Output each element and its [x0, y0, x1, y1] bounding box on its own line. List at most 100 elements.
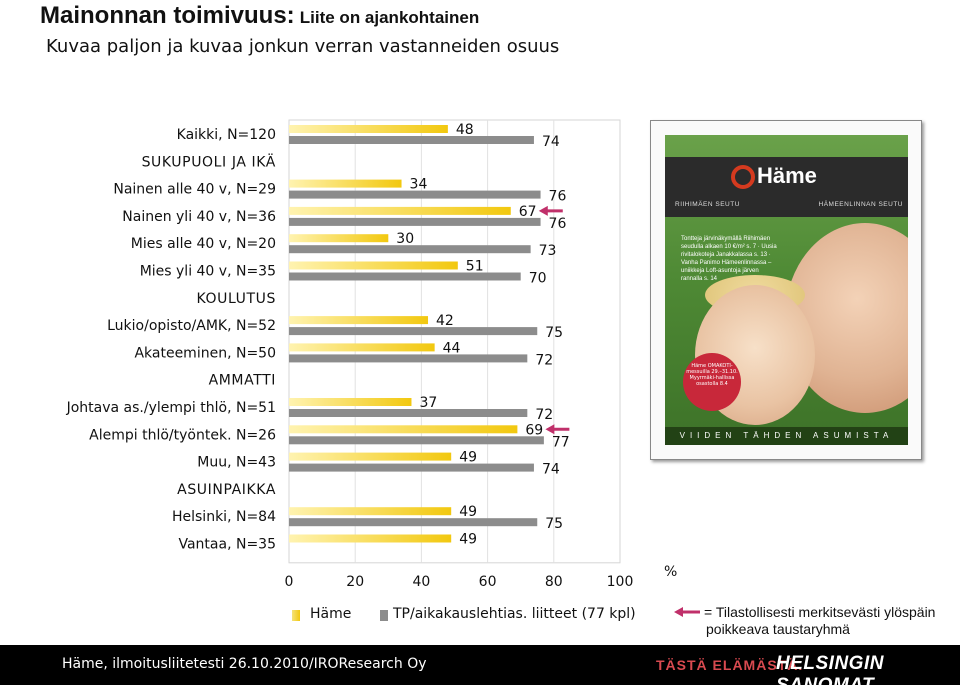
data-label-tp: 72 [535, 407, 553, 423]
category-header: KOULUTUS [196, 291, 276, 307]
legend-swatch-tp [380, 610, 388, 621]
x-tick-label: 40 [412, 574, 430, 590]
x-tick-label: 80 [545, 574, 563, 590]
data-label-hame: 37 [419, 395, 437, 411]
cover-logo: Häme [731, 163, 821, 193]
cover-region-left: RIIHIMÄEN SEUTU [675, 201, 740, 208]
data-label-hame: 48 [456, 122, 474, 138]
bar-tp [289, 463, 534, 472]
x-tick-label: 0 [285, 574, 294, 590]
data-label-hame: 34 [410, 177, 428, 193]
legend-label-tp: TP/aikakauslehtias. liitteet (77 kpl) [393, 606, 636, 622]
category-label: Vantaa, N=35 [178, 537, 276, 553]
data-label-tp: 75 [545, 516, 563, 532]
category-header: ASUINPAIKKA [177, 482, 276, 498]
bar-hame [289, 343, 435, 352]
data-label-tp: 76 [549, 189, 567, 205]
category-label: Muu, N=43 [197, 455, 276, 471]
bar-hame [289, 261, 458, 270]
x-unit-label: % [664, 564, 677, 580]
bar-hame [289, 534, 452, 543]
data-label-hame: 49 [459, 532, 477, 548]
bar-hame [289, 125, 448, 133]
data-label-hame: 44 [443, 340, 461, 356]
category-label: Johtava as./ylempi thlö, N=51 [66, 400, 276, 416]
category-label: Nainen yli 40 v, N=36 [122, 209, 276, 225]
bar-hame [289, 425, 518, 434]
bar-hame [289, 398, 412, 406]
data-label-hame: 30 [396, 231, 414, 247]
bar-hame [289, 507, 452, 516]
bar-hame [289, 206, 511, 215]
data-label-tp: 76 [549, 216, 567, 232]
cover-regions: RIIHIMÄEN SEUTU HÄMEENLINNAN SEUTU [675, 201, 903, 208]
significance-text-2: poikkeava taustaryhmä [706, 621, 850, 637]
cover-badge: Häme OMAKOTI-messuilla 29.–31.10. Myyrmä… [683, 353, 741, 411]
cover-logo-text: Häme [757, 163, 817, 188]
significance-arrow-head [545, 424, 555, 435]
significance-arrow-head [538, 205, 548, 216]
data-label-tp: 74 [542, 134, 560, 150]
bar-tp [289, 327, 538, 336]
data-label-hame: 49 [459, 450, 477, 466]
data-label-hame: 69 [525, 422, 543, 438]
data-label-tp: 70 [529, 271, 547, 287]
bar-hame [289, 316, 429, 325]
logo-ring-icon [731, 165, 755, 189]
bar-hame [289, 234, 389, 243]
bar-chart: 0 20 40 60 80 100% Kaikki, N=120 48 74 SUKUPUOLI … [66, 119, 677, 590]
data-label-tp: 77 [552, 434, 570, 450]
category-label: Alempi thlö/työntek. N=26 [89, 427, 276, 443]
x-tick-label: 60 [479, 574, 497, 590]
x-tick-label: 100 [607, 574, 634, 590]
significance-arrow-icon [674, 607, 700, 617]
cover-headlines: Tontteja järvinäkymällä Riihimäen seudul… [681, 236, 777, 282]
category-label: Akateeminen, N=50 [134, 345, 276, 361]
footer-tagline: TÄSTÄ ELÄMÄSTÄ. [656, 657, 804, 673]
bar-tp [289, 436, 544, 445]
category-label: Helsinki, N=84 [172, 509, 276, 525]
cover-image: Häme RIIHIMÄEN SEUTU HÄMEENLINNAN SEUTU … [665, 135, 908, 445]
bar-tp [289, 409, 528, 417]
bar-tp [289, 245, 531, 254]
legend-label-hame: Häme [310, 606, 352, 622]
bar-hame [289, 179, 402, 188]
bar-hame [289, 452, 452, 461]
footer-source: Häme, ilmoitusliitetesti 26.10.2010/IROR… [62, 656, 427, 672]
footer-bar: Häme, ilmoitusliitetesti 26.10.2010/IROR… [0, 645, 960, 685]
bar-tp [289, 272, 521, 281]
data-label-hame: 67 [519, 204, 537, 220]
page-subtitle: Kuvaa paljon ja kuvaa jonkun verran vast… [46, 36, 560, 57]
page-title: Mainonnan toimivuus: Liite on ajankohtai… [40, 2, 479, 30]
cover-bottom-strip: VIIDEN TÄHDEN ASUMISTA [665, 427, 908, 445]
title-main: Mainonnan toimivuus: [40, 2, 295, 29]
category-header: AMMATTI [209, 373, 276, 389]
bar-tp [289, 217, 541, 226]
category-label: Mies yli 40 v, N=35 [140, 264, 276, 280]
magazine-cover: Häme RIIHIMÄEN SEUTU HÄMEENLINNAN SEUTU … [650, 120, 922, 460]
category-label: Mies alle 40 v, N=20 [131, 236, 276, 252]
cover-header-band: Häme RIIHIMÄEN SEUTU HÄMEENLINNAN SEUTU [665, 157, 908, 217]
title-suffix: Liite on ajankohtainen [299, 8, 480, 27]
data-label-tp: 74 [542, 462, 560, 478]
legend-swatch-hame [292, 610, 300, 621]
data-label-tp: 72 [535, 352, 553, 368]
x-tick-label: 20 [346, 574, 364, 590]
cover-region-right: HÄMEENLINNAN SEUTU [818, 201, 903, 208]
data-label-hame: 42 [436, 313, 454, 329]
category-header: SUKUPUOLI JA IKÄ [142, 152, 276, 170]
category-label: Nainen alle 40 v, N=29 [113, 182, 276, 198]
category-label: Lukio/opisto/AMK, N=52 [107, 318, 276, 334]
data-label-hame: 51 [466, 259, 484, 275]
plot-frame [288, 119, 621, 564]
bar-tp [289, 518, 538, 527]
footer-brand-logo: HELSINGIN SANOMAT [776, 653, 884, 685]
bar-tp [289, 190, 541, 199]
category-label: Kaikki, N=120 [177, 127, 276, 143]
data-label-tp: 75 [545, 325, 563, 341]
significance-text-1: = Tilastollisesti merkitsevästi ylöspäin [704, 604, 936, 620]
bar-tp [289, 354, 528, 363]
data-label-hame: 49 [459, 504, 477, 520]
data-label-tp: 73 [539, 243, 557, 259]
bar-tp [289, 136, 534, 144]
